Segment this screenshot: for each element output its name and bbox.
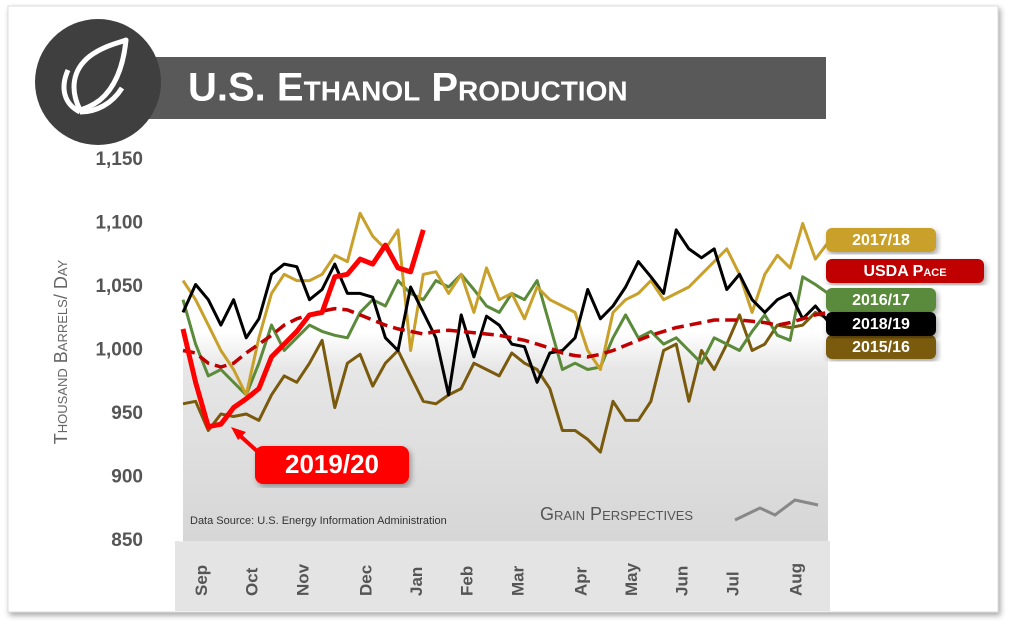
y-tick-label: 1,050 xyxy=(95,276,143,297)
x-tick-label: Aug xyxy=(787,563,806,596)
legend-tag xyxy=(826,288,936,312)
title-banner xyxy=(90,57,826,119)
legend-label: 2016/17 xyxy=(852,292,910,309)
source-note: Data Source: U.S. Energy Information Adm… xyxy=(190,515,447,527)
y-axis-label: Thousand Barrels/ Day xyxy=(51,259,71,444)
series-line xyxy=(182,310,829,454)
x-tick-label: Dec xyxy=(357,565,376,596)
logo-circle xyxy=(35,19,161,145)
x-tick-label: Mar xyxy=(508,565,527,596)
y-tick-label: 850 xyxy=(111,530,143,551)
y-tick-label: 1,150 xyxy=(95,149,143,170)
series-line xyxy=(182,306,829,369)
x-tick-label: Nov xyxy=(293,563,312,596)
x-tick-label: Sep xyxy=(192,565,211,596)
x-tick-label: Jul xyxy=(723,571,742,596)
y-tick-label: 1,000 xyxy=(95,340,143,361)
x-tick-label: Oct xyxy=(243,567,262,596)
brand-icon xyxy=(734,498,819,522)
legend-tag xyxy=(826,259,984,283)
corn-icon xyxy=(61,37,129,115)
x-tick-label: May xyxy=(622,562,641,596)
series-line xyxy=(181,272,829,397)
legend-tag xyxy=(826,312,936,336)
y-tick-label: 1,100 xyxy=(95,213,143,234)
chart-title: U.S. Ethanol Production xyxy=(188,66,628,110)
y-tick-label: 950 xyxy=(111,403,143,424)
callout-label: 2019/20 xyxy=(285,449,379,479)
x-tick-label: Jan xyxy=(407,567,426,596)
legend-label: 2018/19 xyxy=(852,316,910,333)
x-tick-label: Feb xyxy=(458,566,477,596)
series-line xyxy=(180,229,426,430)
callout-box xyxy=(255,446,409,484)
x-axis-band xyxy=(175,541,830,611)
legend-label: 2015/16 xyxy=(852,339,910,356)
legend-tag xyxy=(826,335,936,359)
legend-label: 2017/18 xyxy=(852,232,910,249)
series-line xyxy=(181,228,830,397)
x-tick-label: Apr xyxy=(572,566,591,596)
legend-tag xyxy=(826,228,936,252)
legend-label: USDA Pace xyxy=(863,263,946,280)
callout-arrowhead xyxy=(231,427,246,440)
brand: Grain Perspectives xyxy=(540,504,693,524)
y-tick-label: 900 xyxy=(111,467,143,488)
x-tick-label: Jun xyxy=(673,566,692,596)
series-line xyxy=(181,211,830,397)
